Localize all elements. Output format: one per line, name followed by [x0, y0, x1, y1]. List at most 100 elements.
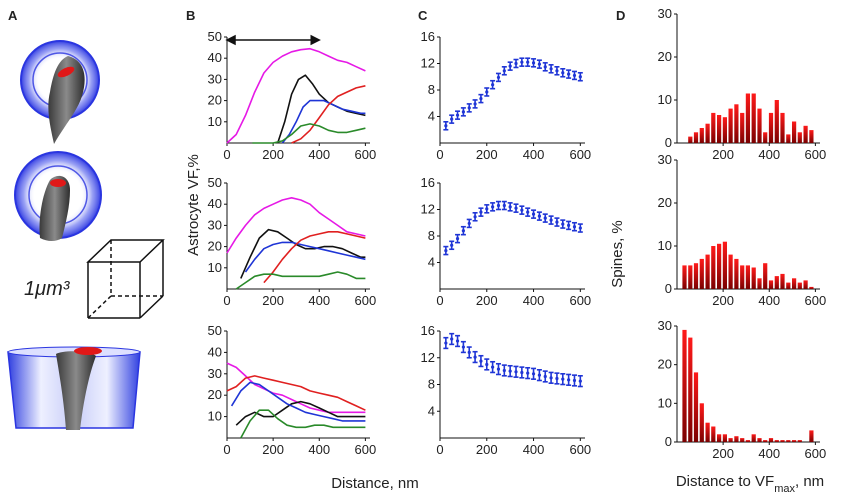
d-x-axis-label-tail: , nm [795, 473, 824, 490]
panel-label-c: C [418, 8, 428, 23]
y-tick-label: 10 [658, 395, 672, 410]
histogram-bar [740, 265, 745, 289]
vf-range-arrow [225, 34, 321, 46]
y-tick-label: 30 [208, 71, 222, 86]
data-point [548, 371, 554, 384]
histogram-bar [803, 125, 808, 143]
point-marker [526, 210, 530, 214]
x-tick-label: 0 [223, 442, 230, 457]
scale-cube [86, 239, 165, 319]
histogram-bar [693, 132, 699, 144]
data-point [531, 209, 537, 219]
x-tick-label: 400 [758, 147, 780, 162]
chart-c2: 4 8 12 16 0 200 400 600 [421, 175, 592, 308]
y-tick-label: 0 [665, 434, 672, 449]
chart-c1: 4 8 12 16 0 200 400 600 [421, 29, 592, 162]
point-marker [561, 222, 565, 226]
data-point [571, 374, 577, 387]
data-point [472, 212, 478, 222]
data-point [501, 364, 507, 377]
point-marker [485, 362, 489, 367]
histogram-bar [792, 440, 797, 442]
histogram-bar [745, 265, 750, 289]
x-tick-label: 600 [355, 147, 377, 162]
chart-b2: 10 20 30 40 50 0 200 400 600 [208, 175, 377, 308]
chart-d1: 0 10 20 30 200 400 600 [658, 6, 827, 162]
point-marker [455, 339, 460, 343]
chart-d2: 0 10 20 30 200 400 600 [658, 152, 827, 308]
data-point [519, 57, 525, 67]
histogram-bar [780, 112, 785, 143]
histogram-bar [797, 440, 802, 442]
y-tick-label: 30 [658, 6, 672, 21]
chart-d3: 0 10 20 30 200 400 600 [658, 318, 827, 461]
point-marker [514, 61, 518, 66]
data-point [513, 203, 519, 213]
data-point [513, 58, 519, 69]
point-marker [514, 370, 518, 374]
y-tick-label: 8 [428, 377, 435, 392]
data-point [571, 70, 577, 81]
render-spine-tube [7, 346, 141, 430]
data-point [519, 205, 525, 215]
point-marker [502, 368, 506, 373]
x-tick-label: 600 [569, 147, 591, 162]
chart-b3: 10 20 30 40 50 0 200 400 600 [208, 323, 377, 457]
histogram-bar [751, 93, 756, 143]
data-point [554, 217, 560, 227]
point-marker [555, 220, 559, 224]
histogram-bar [745, 440, 750, 442]
point-marker [549, 67, 553, 71]
data-point [536, 59, 542, 69]
point-marker [444, 248, 448, 253]
histogram-bar [693, 263, 699, 289]
data-point [507, 202, 513, 212]
y-tick-label: 20 [208, 387, 222, 402]
point-marker [526, 371, 530, 375]
point-marker [555, 376, 559, 381]
histogram-bar [688, 136, 693, 143]
histogram-bar [792, 121, 797, 143]
histogram-bar [711, 246, 716, 289]
histogram-bar [740, 112, 745, 143]
x-tick-label: 400 [758, 293, 780, 308]
histogram-bar [786, 134, 791, 143]
d-x-axis-label: Distance to VFmax, nm [676, 473, 824, 495]
point-marker [531, 61, 536, 65]
y-tick-label: 20 [208, 239, 222, 254]
histogram-bar [728, 438, 733, 442]
histogram-bar [768, 280, 774, 289]
data-point [460, 225, 466, 236]
data-point [577, 71, 583, 82]
data-point [560, 68, 566, 78]
data-point [531, 367, 537, 380]
point-marker [537, 373, 541, 377]
point-marker [461, 229, 465, 233]
y-tick-label: 40 [208, 344, 222, 359]
histogram-bar [797, 132, 802, 144]
y-tick-label: 16 [421, 175, 435, 190]
point-marker [543, 65, 547, 69]
point-marker [473, 215, 477, 219]
data-point [472, 350, 478, 364]
series-line-blue [244, 241, 366, 273]
data-point [460, 340, 466, 354]
point-marker [496, 367, 501, 371]
d-x-axis-label-sub: max [774, 483, 795, 495]
data-point [542, 213, 548, 223]
point-marker [514, 206, 518, 210]
x-tick-label: 600 [355, 293, 377, 308]
histogram-bar [722, 434, 727, 442]
data-point [484, 358, 490, 371]
y-tick-label: 40 [208, 50, 222, 65]
render-spine-middle [14, 151, 102, 241]
data-point [472, 99, 478, 109]
data-point [484, 204, 490, 214]
histogram-bar [809, 286, 814, 289]
series-line-magenta [226, 47, 366, 144]
point-marker [467, 221, 471, 226]
y-tick-label: 20 [658, 195, 672, 210]
point-marker [444, 124, 448, 128]
point-marker [508, 64, 512, 68]
panel-label-d: D [616, 8, 625, 23]
